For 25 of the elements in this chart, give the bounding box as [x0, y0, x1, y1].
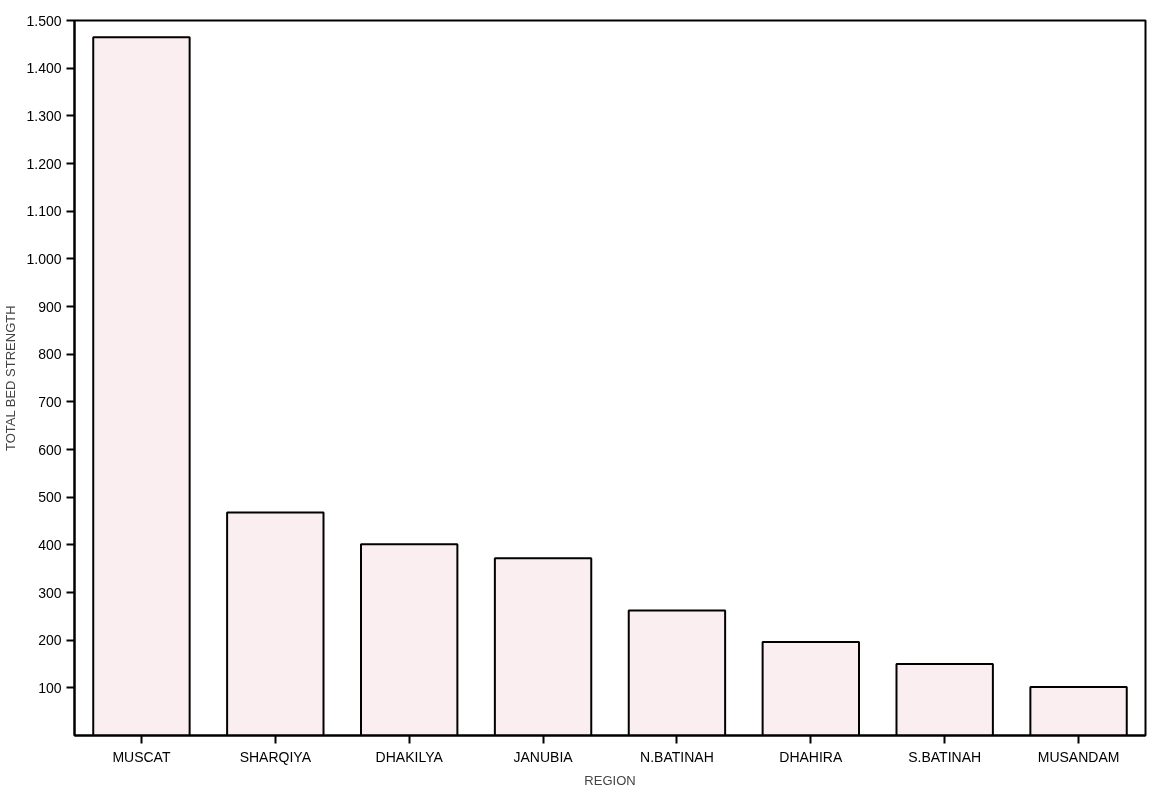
y-tick-label: 600 [38, 441, 62, 458]
y-tick-label: 700 [38, 393, 62, 410]
y-tick-label: 500 [38, 489, 62, 506]
y-tick-label: 1.100 [26, 203, 62, 220]
x-axis-title: REGION [584, 772, 636, 788]
y-tick-label: 1.400 [26, 60, 62, 77]
x-tick-label: DHAKILYA [375, 748, 444, 765]
y-tick-label: 1.200 [26, 155, 62, 172]
y-tick-label: 100 [38, 679, 62, 696]
y-tick-label: 300 [38, 584, 62, 601]
y-tick-label: 400 [38, 536, 62, 553]
y-tick-label: 800 [38, 346, 62, 363]
x-tick-label: SHARQIYA [239, 748, 312, 765]
y-tick-label: 1.000 [26, 250, 62, 267]
y-tick-label: 900 [38, 298, 62, 315]
x-tick-label: MUSCAT [112, 748, 171, 765]
x-tick-label: N.BATINAH [640, 748, 714, 765]
x-tick-label: DHAHIRA [779, 748, 843, 765]
y-tick-label: 1.300 [26, 107, 62, 124]
x-tick-label: MUSANDAM [1037, 748, 1120, 765]
y-tick-label: 200 [38, 632, 62, 649]
y-axis-title: TOTAL BED STRENGTH [3, 305, 19, 452]
x-tick-label: JANUBIA [513, 748, 574, 765]
x-tick-label: S.BATINAH [908, 748, 982, 765]
y-tick-label: 1.500 [26, 12, 62, 29]
